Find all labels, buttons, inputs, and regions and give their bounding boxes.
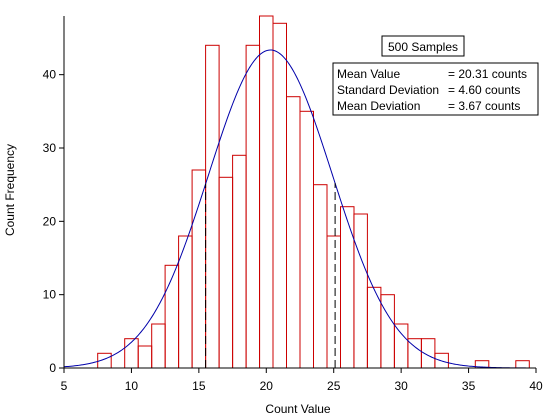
histogram-bar — [515, 360, 530, 369]
stat-std-value: = 4.60 counts — [448, 83, 520, 97]
histogram-bar — [164, 264, 180, 369]
y-tick-label: 30 — [43, 141, 57, 155]
histogram-bar — [151, 323, 166, 369]
stats-box: Mean Value = 20.31 counts Standard Devia… — [332, 62, 539, 116]
stat-mean-label: Mean Value — [337, 67, 400, 81]
y-tick-label: 40 — [43, 68, 57, 82]
gaussian-fit-curve — [63, 49, 537, 369]
histogram-bar — [353, 213, 368, 369]
histogram-bar — [286, 96, 301, 369]
histogram-bar — [393, 323, 409, 369]
x-ticks: 5 10 15 20 25 30 35 40 — [61, 368, 543, 393]
stat-mean-value: = 20.31 counts — [448, 67, 527, 81]
samples-label: 500 Samples — [388, 40, 458, 54]
histogram-bar — [245, 44, 261, 369]
stats-box-frame — [332, 62, 539, 116]
x-tick-label: 30 — [394, 379, 408, 393]
histogram-bar — [326, 235, 341, 369]
y-axis-title: Count Frequency — [3, 144, 17, 236]
samples-box-frame — [381, 35, 465, 57]
histogram-bar — [218, 176, 234, 369]
histogram-bar — [313, 184, 328, 369]
x-tick-label: 40 — [529, 379, 543, 393]
x-tick-label: 10 — [125, 379, 139, 393]
histogram-bar — [259, 15, 274, 369]
stat-meandev-value: = 3.67 counts — [448, 99, 520, 113]
samples-box: 500 Samples — [381, 35, 465, 57]
x-tick-label: 25 — [327, 379, 341, 393]
y-ticks: 0 10 20 30 40 — [43, 68, 64, 375]
histogram-bar — [272, 22, 287, 369]
deviation-markers — [205, 183, 336, 368]
y-tick-label: 20 — [43, 214, 57, 228]
stat-meandev-label: Mean Deviation — [337, 99, 420, 113]
y-tick-label: 0 — [49, 361, 56, 375]
histogram-bar — [340, 206, 355, 369]
histogram-bar — [232, 154, 247, 369]
x-axis-title: Count Value — [265, 402, 330, 416]
histogram-bar — [191, 169, 207, 369]
x-tick-label: 15 — [192, 379, 206, 393]
histogram-bar — [124, 338, 139, 369]
stat-std-label: Standard Deviation — [337, 83, 439, 97]
histogram-bar — [205, 44, 220, 369]
x-tick-label: 5 — [61, 379, 68, 393]
y-tick-label: 10 — [43, 288, 57, 302]
x-tick-label: 35 — [462, 379, 476, 393]
histogram-bar — [137, 345, 153, 369]
x-tick-label: 20 — [260, 379, 274, 393]
histogram-bar — [299, 110, 314, 369]
